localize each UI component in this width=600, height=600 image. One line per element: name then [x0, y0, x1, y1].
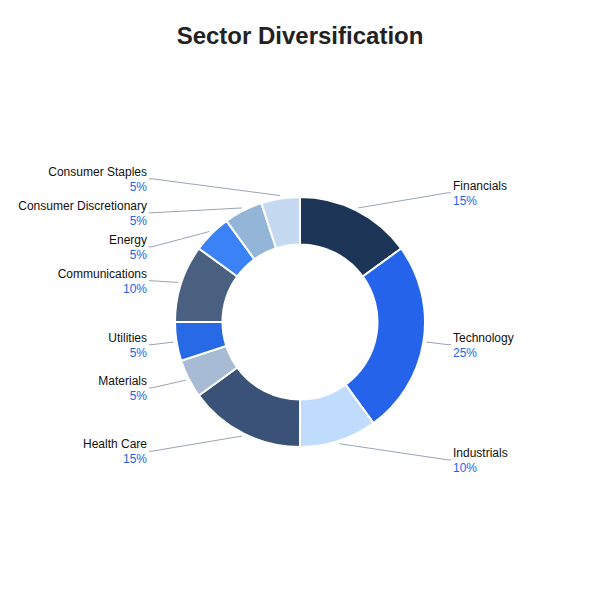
- value-label: 5%: [130, 389, 148, 403]
- value-label: 25%: [453, 346, 477, 360]
- slice-label: Health Care: [83, 437, 147, 451]
- slice-label: Consumer Staples: [48, 165, 147, 179]
- leader-line: [426, 342, 451, 345]
- leader-line: [149, 380, 186, 388]
- leader-line: [149, 179, 280, 196]
- slice-label: Industrials: [453, 446, 508, 460]
- leader-line: [358, 193, 451, 208]
- title: Sector Diversification: [177, 22, 424, 49]
- page: {"chart_data": {"type": "pie", "title": …: [0, 0, 600, 600]
- leader-line: [149, 342, 174, 345]
- chart-svg: Sector DiversificationFinancials15%Techn…: [0, 0, 600, 600]
- value-label: 15%: [123, 452, 147, 466]
- leader-line: [149, 281, 178, 283]
- chart-container: Sector DiversificationFinancials15%Techn…: [0, 0, 600, 600]
- slice-label: Financials: [453, 179, 507, 193]
- value-label: 5%: [130, 248, 148, 262]
- slice-label: Communications: [58, 267, 147, 281]
- data-labels: Financials15%Technology25%Industrials10%…: [18, 165, 513, 475]
- slice-label: Utilities: [108, 331, 147, 345]
- slice-label: Materials: [98, 374, 147, 388]
- value-label: 5%: [130, 214, 148, 228]
- slice-label: Technology: [453, 331, 514, 345]
- value-label: 10%: [453, 461, 477, 475]
- value-label: 5%: [130, 180, 148, 194]
- leader-line: [340, 444, 451, 460]
- slices: [175, 197, 425, 447]
- value-label: 5%: [130, 346, 148, 360]
- slice-label: Consumer Discretionary: [18, 199, 147, 213]
- value-label: 10%: [123, 282, 147, 296]
- value-label: 15%: [453, 194, 477, 208]
- slice: [346, 249, 425, 424]
- leader-line: [149, 231, 209, 246]
- leader-line: [149, 436, 242, 451]
- slice: [261, 197, 300, 248]
- leader-line: [149, 208, 242, 213]
- slice-label: Energy: [109, 233, 147, 247]
- slice: [300, 385, 373, 447]
- slice: [175, 322, 226, 361]
